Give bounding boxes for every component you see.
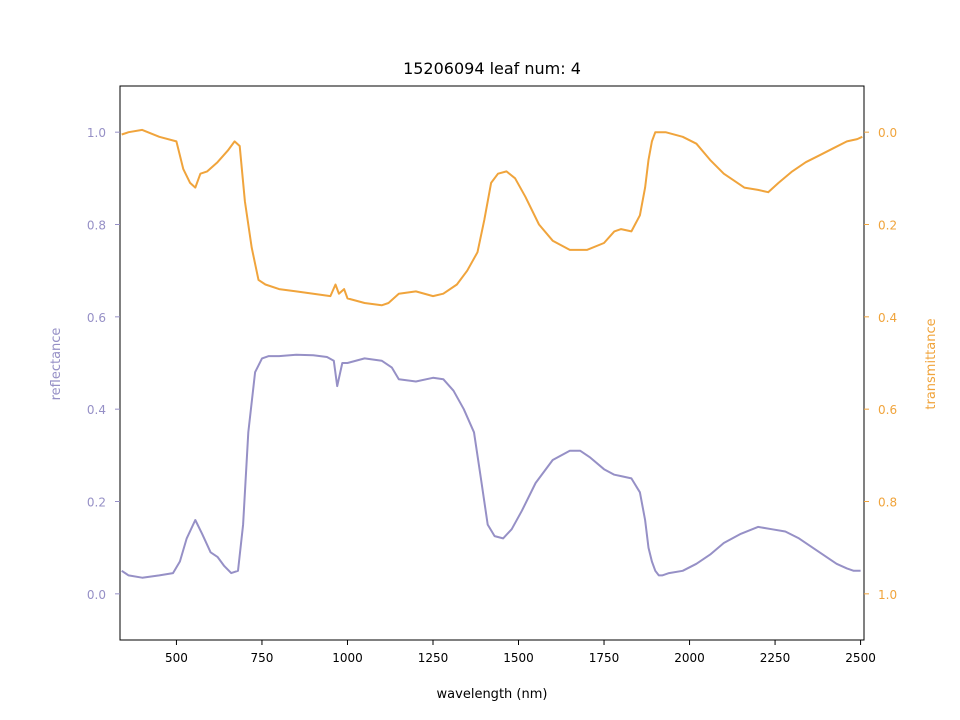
chart-title: 15206094 leaf num: 4	[403, 59, 581, 78]
x-tick-label-2000: 2000	[674, 651, 705, 665]
series-line-reflectance	[121, 353, 861, 579]
axes-layer: 500 750 1000 1250 1500 1750 2000 2250 2500 0.0 0.2…	[87, 85, 897, 665]
y-right-tick-label-0.0: 0.0	[878, 126, 897, 140]
x-tick-label-1250: 1250	[418, 651, 449, 665]
y-axis-title-left: reflectance	[49, 328, 64, 401]
x-tick-label-1750: 1750	[589, 651, 620, 665]
y-left-tick-label-0.2: 0.2	[87, 496, 106, 510]
x-tick-label-2500: 2500	[845, 651, 876, 665]
x-axis-title: wavelength (nm)	[437, 687, 548, 702]
x-tick-label-2250: 2250	[760, 651, 791, 665]
y-right-tick-label-0.4: 0.4	[878, 311, 897, 325]
y-left-tick-label-0.6: 0.6	[87, 311, 106, 325]
y-right-tick-label-1.0: 1.0	[878, 588, 897, 602]
y-left-tick-label-0.4: 0.4	[87, 403, 106, 417]
x-tick-label-1500: 1500	[503, 651, 534, 665]
x-tick-label-500: 500	[165, 651, 188, 665]
plot-frame	[119, 85, 865, 641]
y-left-tick-label-0.0: 0.0	[87, 588, 106, 602]
x-tick-label-750: 750	[251, 651, 274, 665]
series-line-transmittance	[121, 128, 863, 307]
y-left-tick-label-0.8: 0.8	[87, 219, 106, 233]
y-right-tick-label-0.8: 0.8	[878, 496, 897, 510]
x-tick-label-1000: 1000	[332, 651, 363, 665]
y-right-tick-label-0.6: 0.6	[878, 403, 897, 417]
plot-layer	[121, 128, 863, 579]
y-axis-title-right: transmittance	[924, 318, 939, 409]
y-left-tick-label-1.0: 1.0	[87, 126, 106, 140]
y-right-tick-label-0.2: 0.2	[878, 219, 897, 233]
